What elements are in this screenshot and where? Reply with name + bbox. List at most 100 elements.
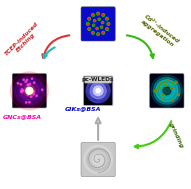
Circle shape [14, 75, 45, 107]
Circle shape [97, 33, 100, 36]
Circle shape [29, 83, 31, 85]
Circle shape [94, 20, 95, 21]
Circle shape [86, 79, 110, 103]
Circle shape [33, 94, 34, 95]
Circle shape [102, 14, 105, 16]
Circle shape [172, 82, 174, 84]
Circle shape [90, 151, 107, 168]
FancyArrowPatch shape [44, 47, 55, 58]
Circle shape [162, 98, 163, 100]
Circle shape [28, 89, 31, 93]
Circle shape [36, 95, 37, 97]
Circle shape [106, 17, 108, 20]
Circle shape [87, 23, 88, 25]
FancyArrowPatch shape [42, 35, 69, 58]
Circle shape [87, 148, 109, 171]
Circle shape [88, 17, 91, 20]
Circle shape [160, 83, 162, 85]
FancyBboxPatch shape [85, 76, 112, 83]
Text: GNCs@BSA: GNCs@BSA [2, 114, 41, 119]
Circle shape [171, 88, 173, 89]
Circle shape [156, 91, 157, 92]
Circle shape [154, 90, 156, 92]
Circle shape [97, 33, 99, 35]
Circle shape [92, 24, 95, 26]
Circle shape [106, 28, 108, 30]
Circle shape [22, 90, 24, 91]
Circle shape [20, 81, 39, 100]
Circle shape [33, 91, 35, 92]
Circle shape [162, 98, 163, 99]
Circle shape [87, 22, 89, 25]
Circle shape [178, 94, 179, 95]
Circle shape [164, 82, 165, 83]
Circle shape [92, 32, 94, 33]
Circle shape [33, 82, 35, 83]
Circle shape [92, 154, 104, 165]
Circle shape [21, 90, 22, 92]
Circle shape [21, 89, 23, 90]
Circle shape [103, 14, 104, 16]
Circle shape [155, 90, 157, 92]
FancyBboxPatch shape [81, 7, 115, 41]
Circle shape [93, 86, 103, 96]
Circle shape [171, 99, 173, 101]
Circle shape [26, 87, 33, 94]
Circle shape [163, 87, 171, 95]
Circle shape [29, 101, 30, 103]
Circle shape [151, 75, 183, 107]
Circle shape [92, 31, 94, 34]
FancyBboxPatch shape [12, 74, 46, 108]
Circle shape [88, 28, 91, 30]
Text: TCEP-induced
Etching: TCEP-induced Etching [4, 21, 44, 60]
Circle shape [106, 18, 108, 19]
Circle shape [25, 81, 27, 82]
Circle shape [153, 77, 180, 104]
FancyArrowPatch shape [135, 121, 171, 148]
Circle shape [97, 12, 100, 15]
Circle shape [96, 89, 100, 93]
Circle shape [177, 94, 179, 96]
Circle shape [92, 14, 94, 16]
FancyBboxPatch shape [150, 74, 184, 108]
Text: pc-WLEDs: pc-WLEDs [82, 77, 114, 82]
Circle shape [27, 94, 29, 95]
Circle shape [94, 20, 96, 22]
Circle shape [106, 28, 108, 30]
Circle shape [23, 79, 24, 81]
Circle shape [102, 31, 105, 34]
Circle shape [97, 13, 99, 14]
Circle shape [100, 26, 103, 28]
Circle shape [163, 82, 165, 84]
Circle shape [171, 88, 173, 89]
Circle shape [24, 85, 35, 96]
Circle shape [28, 84, 29, 86]
Circle shape [93, 25, 94, 26]
Circle shape [98, 18, 100, 20]
Circle shape [107, 22, 110, 25]
Circle shape [27, 84, 28, 85]
Circle shape [11, 72, 48, 110]
Circle shape [18, 80, 40, 102]
Circle shape [89, 18, 90, 19]
Circle shape [97, 28, 98, 29]
FancyArrowPatch shape [127, 35, 154, 58]
Text: grinding: grinding [168, 122, 184, 149]
Circle shape [84, 145, 112, 174]
Circle shape [31, 78, 33, 79]
Circle shape [89, 28, 90, 30]
Circle shape [92, 14, 94, 16]
Circle shape [103, 32, 104, 33]
Circle shape [158, 87, 160, 89]
Circle shape [165, 84, 167, 86]
Circle shape [160, 83, 161, 84]
Text: Cd²⁺-induced
aggregation: Cd²⁺-induced aggregation [139, 14, 180, 49]
Circle shape [156, 80, 178, 102]
Circle shape [175, 81, 177, 83]
Circle shape [162, 94, 164, 96]
Circle shape [99, 19, 100, 20]
Circle shape [15, 77, 44, 105]
Circle shape [96, 27, 98, 30]
Circle shape [31, 96, 32, 98]
Circle shape [90, 83, 106, 99]
